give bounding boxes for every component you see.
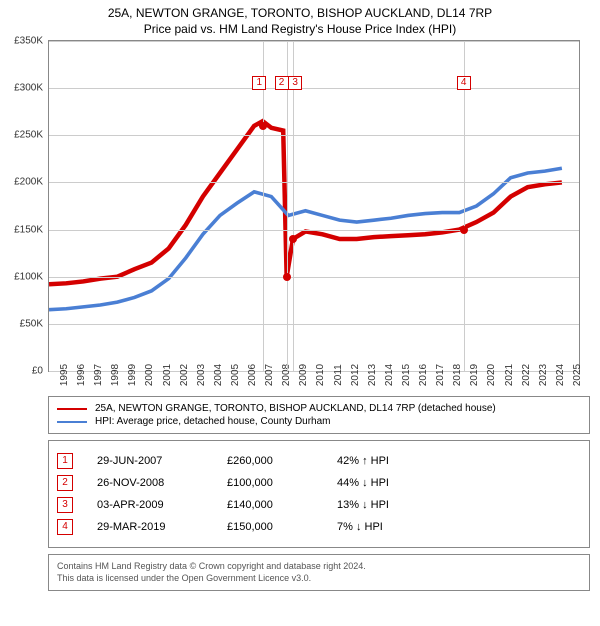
sale-price: £150,000 xyxy=(227,521,337,533)
y-gridline xyxy=(49,182,579,183)
y-tick-label: £100K xyxy=(14,271,43,282)
legend-item: HPI: Average price, detached house, Coun… xyxy=(57,416,581,427)
sale-date: 26-NOV-2008 xyxy=(97,477,227,489)
sales-table: 1 29-JUN-2007£260,00042% ↑ HPI 2 26-NOV-200… xyxy=(48,440,590,548)
sale-price: £260,000 xyxy=(227,455,337,467)
y-gridline xyxy=(49,324,579,325)
y-tick-label: £150K xyxy=(14,224,43,235)
sale-row: 2 26-NOV-2008£100,00044% ↓ HPI xyxy=(57,475,581,491)
chart-svg xyxy=(49,41,579,371)
y-gridline xyxy=(49,135,579,136)
y-tick-label: £300K xyxy=(14,83,43,94)
sale-marker xyxy=(283,273,291,281)
footer-text: This data is licensed under the Open Gov… xyxy=(57,573,581,585)
marker-vline xyxy=(464,41,465,371)
y-tick-label: £200K xyxy=(14,177,43,188)
sale-number-box: 1 xyxy=(57,453,73,469)
y-tick-label: £350K xyxy=(14,36,43,47)
y-tick-label: £250K xyxy=(14,130,43,141)
footer-text: Contains HM Land Registry data © Crown c… xyxy=(57,561,581,573)
sale-row: 1 29-JUN-2007£260,00042% ↑ HPI xyxy=(57,453,581,469)
sale-number-box: 2 xyxy=(57,475,73,491)
title-address: 25A, NEWTON GRANGE, TORONTO, BISHOP AUCK… xyxy=(20,6,580,20)
footer-box: Contains HM Land Registry data © Crown c… xyxy=(48,554,590,591)
legend-swatch xyxy=(57,408,87,410)
sale-hpi-diff: 44% ↓ HPI xyxy=(337,477,457,489)
sale-marker-label: 3 xyxy=(288,76,302,90)
y-tick-label: £0 xyxy=(32,366,43,377)
sale-number-box: 4 xyxy=(57,519,73,535)
sale-price: £140,000 xyxy=(227,499,337,511)
sale-hpi-diff: 7% ↓ HPI xyxy=(337,521,457,533)
sale-marker-label: 1 xyxy=(252,76,266,90)
series-property xyxy=(49,121,562,284)
legend-item: 25A, NEWTON GRANGE, TORONTO, BISHOP AUCK… xyxy=(57,403,581,414)
sale-hpi-diff: 42% ↑ HPI xyxy=(337,455,457,467)
sale-date: 03-APR-2009 xyxy=(97,499,227,511)
sale-marker-label: 4 xyxy=(457,76,471,90)
y-gridline xyxy=(49,88,579,89)
y-gridline xyxy=(49,230,579,231)
marker-vline xyxy=(287,41,288,371)
sale-marker-label: 2 xyxy=(275,76,289,90)
legend-box: 25A, NEWTON GRANGE, TORONTO, BISHOP AUCK… xyxy=(48,396,590,434)
sale-date: 29-MAR-2019 xyxy=(97,521,227,533)
x-tick-label: 2025 xyxy=(562,364,583,386)
sale-date: 29-JUN-2007 xyxy=(97,455,227,467)
y-gridline xyxy=(49,277,579,278)
marker-vline xyxy=(293,41,294,371)
sale-hpi-diff: 13% ↓ HPI xyxy=(337,499,457,511)
chart-titles: 25A, NEWTON GRANGE, TORONTO, BISHOP AUCK… xyxy=(20,6,580,36)
plot-region: £0£50K£100K£150K£200K£250K£300K£350K1995… xyxy=(48,40,580,372)
sale-price: £100,000 xyxy=(227,477,337,489)
sale-number-box: 3 xyxy=(57,497,73,513)
series-hpi xyxy=(49,168,562,309)
sale-row: 4 29-MAR-2019£150,0007% ↓ HPI xyxy=(57,519,581,535)
legend-label: 25A, NEWTON GRANGE, TORONTO, BISHOP AUCK… xyxy=(95,403,496,414)
sale-row: 3 03-APR-2009£140,00013% ↓ HPI xyxy=(57,497,581,513)
marker-vline xyxy=(263,41,264,371)
y-gridline xyxy=(49,41,579,42)
sale-marker xyxy=(460,226,468,234)
chart-area: £0£50K£100K£150K£200K£250K£300K£350K1995… xyxy=(48,40,590,390)
legend-label: HPI: Average price, detached house, Coun… xyxy=(95,416,331,427)
y-tick-label: £50K xyxy=(20,318,43,329)
title-subtitle: Price paid vs. HM Land Registry's House … xyxy=(20,22,580,36)
legend-swatch xyxy=(57,421,87,423)
chart-container: 25A, NEWTON GRANGE, TORONTO, BISHOP AUCK… xyxy=(0,6,600,626)
sale-marker xyxy=(259,122,267,130)
sale-marker xyxy=(289,235,297,243)
